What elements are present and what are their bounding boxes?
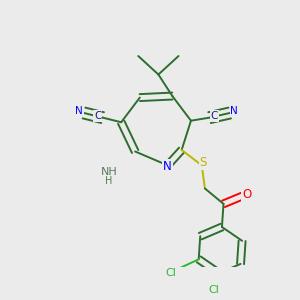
Text: C: C [94,111,102,121]
Text: N: N [230,106,238,116]
Text: H: H [105,176,112,186]
Text: C: C [211,111,218,121]
Text: S: S [200,156,207,169]
Text: N: N [163,160,172,173]
Text: O: O [242,188,251,201]
Text: Cl: Cl [209,285,220,295]
Text: Cl: Cl [165,268,176,278]
Text: NH: NH [100,167,117,176]
Text: N: N [76,106,83,116]
